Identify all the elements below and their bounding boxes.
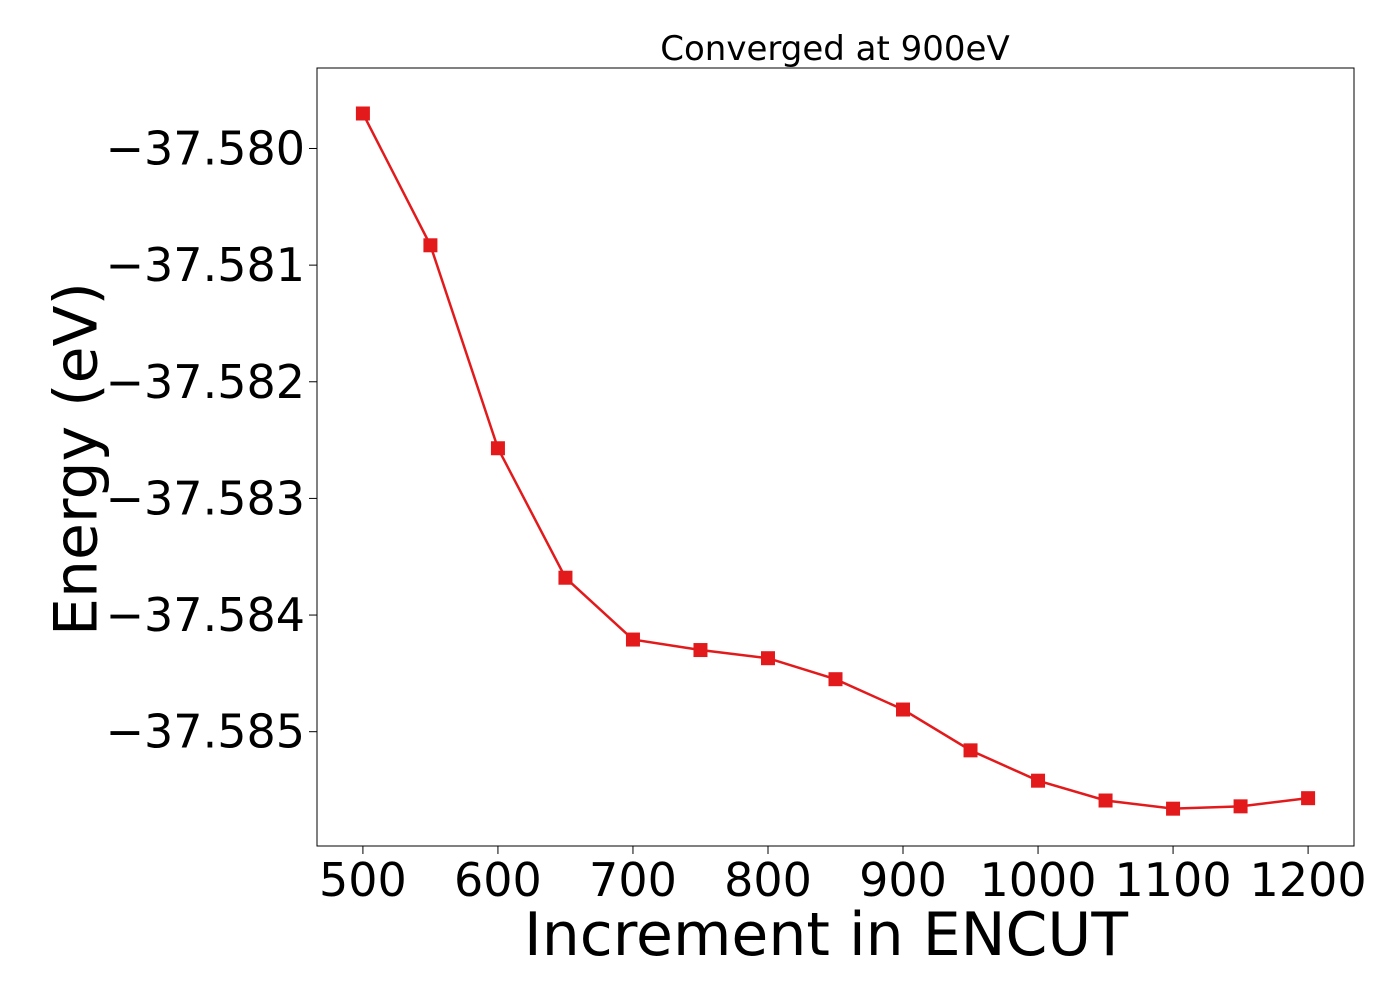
y-tick-label: −37.581 [106, 238, 306, 292]
data-point-marker [625, 632, 640, 647]
chart-title: Converged at 900eV [660, 29, 1009, 69]
data-point-marker [558, 570, 573, 585]
x-tick-label: 600 [454, 853, 542, 907]
y-axis-label: Energy (eV) [42, 282, 112, 636]
series-line [361, 112, 1309, 810]
x-axis-label: Increment in ENCUT [524, 900, 1128, 970]
data-point-marker [1301, 791, 1316, 806]
data-point-marker [760, 651, 775, 666]
data-point-marker [828, 672, 843, 687]
y-tick-label: −37.584 [106, 588, 306, 642]
y-tick-label: −37.580 [106, 121, 306, 175]
data-point-marker [1098, 793, 1113, 808]
data-point-marker [963, 743, 978, 758]
y-tick-label: −37.585 [106, 705, 306, 759]
y-tick-label: −37.583 [106, 471, 306, 525]
data-point-marker [490, 441, 505, 456]
x-tick-label: 1200 [1250, 853, 1367, 907]
plot-frame [316, 67, 1355, 847]
data-point-marker [1233, 799, 1248, 814]
data-point-marker [1166, 801, 1181, 816]
data-point-marker [423, 238, 438, 253]
x-tick-label: 700 [589, 853, 677, 907]
data-point-marker [355, 106, 370, 121]
x-axis: 500 600 700 800 900 1000 1100 1200 [319, 846, 1367, 907]
data-point-marker [1031, 773, 1046, 788]
x-tick-label: 800 [724, 853, 812, 907]
y-axis: −37.580 −37.581 −37.582 −37.583 −37.584 −37.5… [106, 121, 317, 759]
data-series [355, 106, 1316, 816]
x-tick-label: 500 [319, 853, 407, 907]
x-tick-label: 900 [859, 853, 947, 907]
x-tick-label: 1100 [1115, 853, 1232, 907]
data-point-marker [896, 702, 911, 717]
y-tick-label: −37.582 [106, 355, 306, 409]
data-point-marker [693, 643, 708, 658]
x-tick-label: 1000 [980, 853, 1097, 907]
